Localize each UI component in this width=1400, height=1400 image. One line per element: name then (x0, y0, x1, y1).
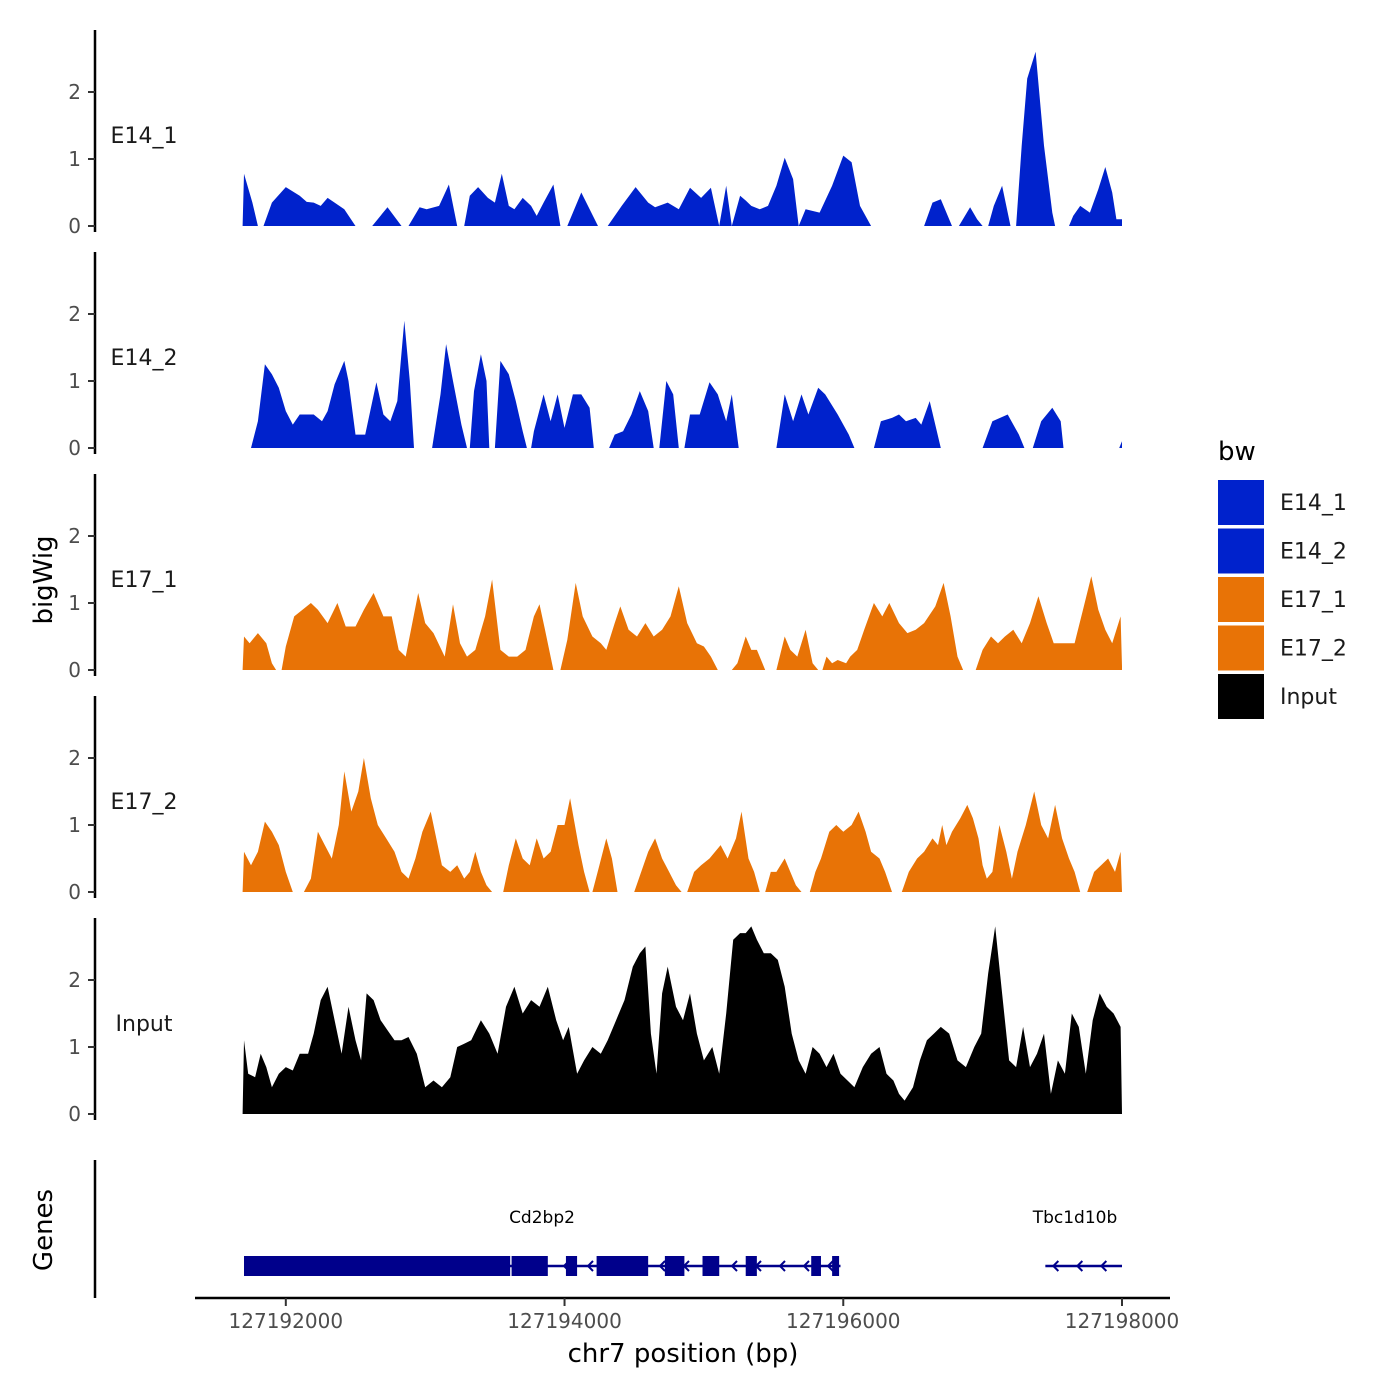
legend-swatch (1218, 625, 1264, 671)
gene-cd2bp2: Cd2bp2 (244, 1208, 841, 1276)
coverage-area-e17-1 (242, 576, 1123, 670)
strand-arrow (778, 1260, 786, 1272)
exon-block (565, 1256, 578, 1276)
legend-label: E17_2 (1280, 637, 1347, 662)
y-tick-label: 0 (68, 436, 81, 460)
y-tick-label: 0 (68, 880, 81, 904)
gene-tbc1d10b: Tbc1d10b (1032, 1208, 1122, 1272)
gene-label: Cd2bp2 (509, 1208, 575, 1228)
track-panel-e17-1: 0 1 2 E17_1 (68, 474, 1123, 682)
exon-block (511, 1256, 548, 1276)
strand-arrow (1099, 1260, 1108, 1272)
x-tick-label: 127192000 (229, 1309, 344, 1333)
exon-block (244, 1256, 511, 1276)
strand-arrow (658, 1260, 666, 1272)
legend-title: bw (1218, 437, 1256, 467)
legend-label: E14_2 (1280, 540, 1347, 565)
strand-arrow (826, 1260, 834, 1272)
gene-label: Tbc1d10b (1032, 1208, 1118, 1228)
legend-item-e14-2: E14_2 (1218, 528, 1347, 574)
x-tick-label: 127196000 (786, 1309, 901, 1333)
strand-arrow (1051, 1260, 1060, 1272)
y-tick-label: 1 (68, 813, 81, 837)
y-tick-label: 1 (68, 591, 81, 615)
exon-block (664, 1256, 685, 1276)
track-panel-e14-2: 0 1 2 E14_2 (68, 252, 1122, 460)
legend-label: E17_1 (1280, 588, 1347, 613)
legend-label: Input (1280, 685, 1337, 710)
legend-swatch (1218, 480, 1264, 525)
y-tick-label: 2 (68, 746, 81, 770)
coverage-area-e17-2 (242, 758, 1123, 892)
exon-block (702, 1256, 720, 1276)
legend-item-e14-1: E14_1 (1218, 480, 1347, 525)
strand-arrow (586, 1260, 594, 1272)
strand-arrow (1075, 1260, 1084, 1272)
coverage-area-input (242, 926, 1123, 1114)
legend-label: E14_1 (1280, 491, 1347, 516)
y-tick-label: 2 (68, 968, 81, 992)
y-tick-label: 0 (68, 658, 81, 682)
coverage-area-e14-1 (242, 51, 1123, 226)
x-tick-label: 127198000 (1065, 1309, 1180, 1333)
strand-arrow (730, 1260, 738, 1272)
track-label: E17_2 (111, 790, 178, 815)
coverage-area-e14-2 (251, 320, 1122, 448)
y-tick-label: 2 (68, 524, 81, 548)
track-label: E14_1 (111, 124, 178, 149)
legend-item-input: Input (1218, 674, 1337, 719)
track-label: E17_1 (111, 568, 178, 593)
track-panel-input: 0 1 2 Input (68, 918, 1123, 1126)
y-tick-label: 2 (68, 80, 81, 104)
legend-swatch (1218, 577, 1264, 622)
exon-block (596, 1256, 649, 1276)
genes-axis-title: Genes (29, 1189, 59, 1271)
strand-arrow (802, 1260, 810, 1272)
track-panel-e17-2: 0 1 2 E17_2 (68, 696, 1123, 904)
exon-block (811, 1256, 821, 1276)
y-tick-label: 2 (68, 302, 81, 326)
x-tick-label: 127194000 (507, 1309, 622, 1333)
track-label: E14_2 (111, 346, 178, 371)
y-tick-label: 0 (68, 214, 81, 238)
exon-block (745, 1256, 757, 1276)
y-tick-label: 1 (68, 1035, 81, 1059)
track-panel-e14-1: 0 1 2 E14_1 (68, 30, 1123, 238)
track-label: Input (116, 1012, 173, 1037)
x-axis-title: chr7 position (bp) (568, 1339, 799, 1369)
legend-swatch (1218, 674, 1264, 719)
y-axis-title: bigWig (29, 535, 59, 624)
y-tick-label: 0 (68, 1102, 81, 1126)
exon-block (832, 1256, 840, 1276)
legend-item-e17-1: E17_1 (1218, 577, 1347, 622)
legend-item-e17-2: E17_2 (1218, 625, 1347, 671)
legend-swatch (1218, 528, 1264, 574)
y-tick-label: 1 (68, 369, 81, 393)
y-tick-label: 1 (68, 147, 81, 171)
